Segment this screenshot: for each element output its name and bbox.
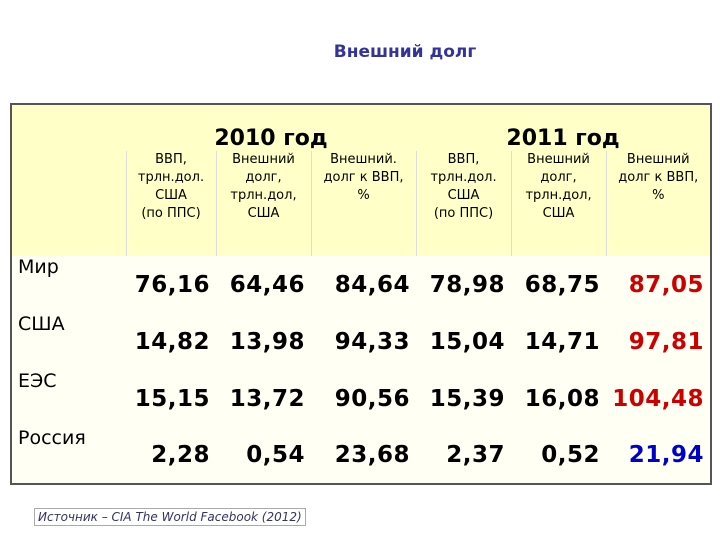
column-header: Внешний долг к ВВП, % xyxy=(605,151,712,256)
corner xyxy=(11,104,126,151)
cell-value: 94,33 xyxy=(334,328,411,355)
cell-value: 23,68 xyxy=(334,442,411,468)
cell-value: 16,08 xyxy=(524,385,601,412)
cell-value: 15,15 xyxy=(134,385,210,412)
cell-value: 68,75 xyxy=(524,271,601,298)
cell-value: 2,28 xyxy=(151,442,210,468)
table-head: 2010 год 2011 год ВВП, трлн.дол. США (по … xyxy=(11,104,712,256)
cell-value: 84,64 xyxy=(334,271,411,298)
table-body: Мир 76,16 64,46 84,64 78,98 68,75 87,05 США 14,8… xyxy=(11,256,712,484)
cell-value: 76,16 xyxy=(134,271,210,298)
cell-value: 15,04 xyxy=(429,328,506,355)
row-label: Россия xyxy=(18,427,86,449)
group-row: 2010 год 2011 год xyxy=(11,104,711,151)
cell-value: 21,94 xyxy=(628,442,705,468)
cell-value: 0,54 xyxy=(246,442,305,468)
subheader-row: ВВП, трлн.дол. США (по ППС) Внешний долг,… xyxy=(11,151,712,256)
row-label: США xyxy=(18,313,65,335)
row-label: Мир xyxy=(18,256,59,278)
slide-title: Внешний долг xyxy=(333,42,477,62)
cell-value: 0,52 xyxy=(541,442,601,468)
data-row: США 14,82 13,98 94,33 15,04 14,71 97,81 xyxy=(11,313,711,370)
year-header: 2011 год xyxy=(506,126,620,151)
cell-value: 14,82 xyxy=(134,328,210,355)
cell-value: 64,46 xyxy=(229,271,305,298)
cell-value: 78,98 xyxy=(429,271,506,298)
data-row: Россия 2,28 0,54 23,68 2,37 0,52 21,94 xyxy=(11,427,711,484)
corner xyxy=(11,151,126,256)
debt-table: 2010 год 2011 год ВВП, трлн.дол. США (по … xyxy=(10,103,713,485)
row-label: ЕЭС xyxy=(18,370,57,392)
column-header: ВВП, трлн.дол. США (по ППС) xyxy=(415,151,512,256)
cell-value: 14,71 xyxy=(524,328,601,355)
cell-value: 15,39 xyxy=(429,385,506,412)
cell-value: 97,81 xyxy=(628,328,705,355)
cell-value: 90,56 xyxy=(334,385,411,412)
column-header: Внешний долг, трлн.дол, США xyxy=(215,151,311,256)
data-row: Мир 76,16 64,46 84,64 78,98 68,75 87,05 xyxy=(11,256,711,313)
cell-value: 87,05 xyxy=(628,271,705,298)
year-header: 2010 год xyxy=(214,126,328,151)
source-note: Источник – CIA The World Facebook (2012) xyxy=(34,508,306,526)
cell-value: 13,72 xyxy=(229,385,305,412)
cell-value: 104,48 xyxy=(612,385,705,412)
cell-value: 2,37 xyxy=(446,442,506,468)
column-header: ВВП, трлн.дол. США (по ППС) xyxy=(125,151,216,256)
data-row: ЕЭС 15,15 13,72 90,56 15,39 16,08 104,48 xyxy=(11,370,711,427)
column-header: Внешний долг, трлн.дол, США xyxy=(510,151,607,256)
cell-value: 13,98 xyxy=(229,328,305,355)
column-header: Внешний. долг к ВВП, % xyxy=(310,151,417,256)
